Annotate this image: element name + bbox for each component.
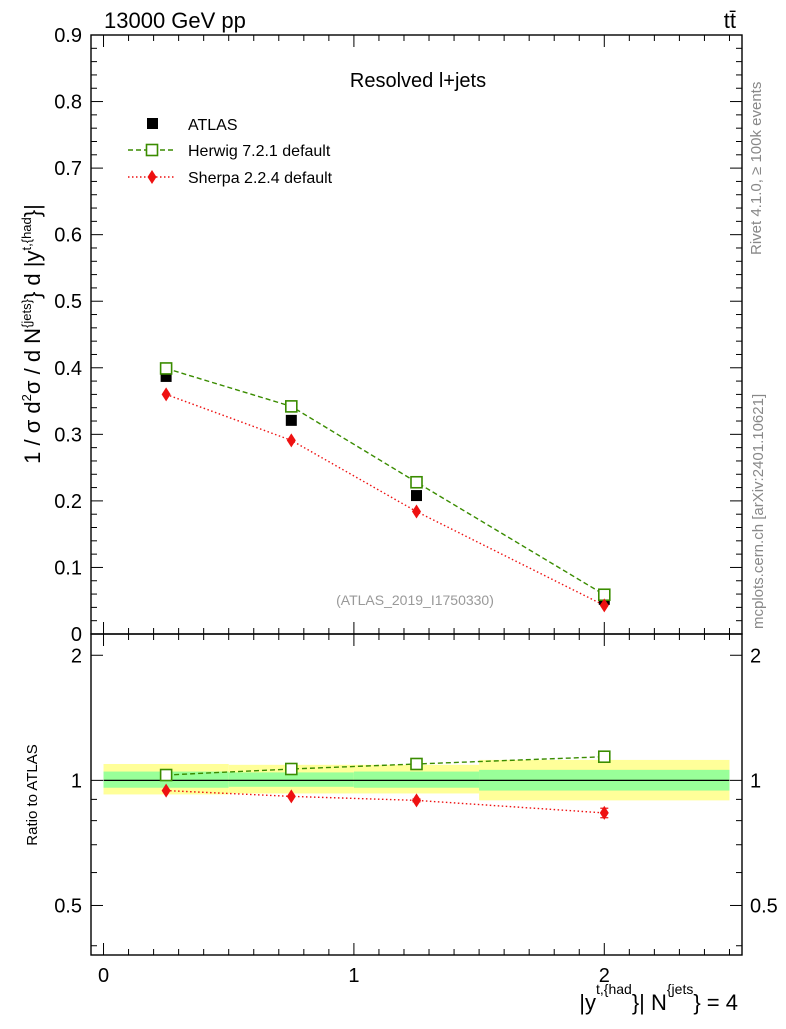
- ratio-band-inner: [228, 772, 354, 787]
- y-axis-label-mid2: } d |y: [20, 250, 45, 299]
- rivet-label: Rivet 4.1.0, ≥ 100k events: [748, 82, 765, 255]
- sherpa-ratio-line: [166, 789, 605, 814]
- x-axis-label-sup1: t,{had: [596, 981, 632, 997]
- legend-sherpa-label: Sherpa 2.2.4 default: [188, 170, 333, 187]
- atlas-data-point: [285, 414, 297, 426]
- x-axis-label-end: } = 4: [693, 990, 738, 1015]
- herwig-main-point: [159, 362, 173, 375]
- header-right: tt̄: [724, 8, 736, 33]
- y-tick-label: 0.5: [54, 291, 82, 313]
- atlas-data-point: [160, 370, 172, 382]
- x-axis-label-sup2: {jets: [667, 981, 693, 997]
- y-axis-label-end: }|: [20, 204, 45, 217]
- legend: ATLAS Herwig 7.2.1 default Sherpa 2.2.4 …: [128, 117, 333, 187]
- x-tick-label: 0: [98, 965, 109, 987]
- legend-sherpa-marker: [147, 170, 157, 184]
- sherpa-ratio-point: [412, 793, 421, 808]
- y-axis-label-prefix: 1 / σ d: [20, 401, 45, 464]
- y-axis-label-sup3: t,{had: [19, 217, 34, 250]
- herwig-ratio-point: [410, 757, 423, 771]
- y-tick-label-zero: 0: [71, 624, 82, 646]
- x-tick-label: 2: [599, 965, 610, 987]
- y-tick-label: 0.1: [54, 557, 82, 579]
- y-tick-label: 0.7: [54, 158, 82, 180]
- herwig-main-point: [410, 475, 423, 489]
- x-axis-label-prefix: |y: [579, 990, 596, 1015]
- legend-atlas-label: ATLAS: [188, 117, 238, 134]
- ratio-y-tick-label-right: 1: [750, 770, 761, 792]
- ratio-y-tick-label: 1: [71, 770, 82, 792]
- markers: [159, 362, 611, 820]
- sherpa-main-point: [599, 598, 609, 613]
- sherpa-ratio-point: [599, 805, 609, 820]
- y-tick-label: 0.2: [54, 491, 82, 513]
- herwig-main-line: [165, 367, 605, 596]
- herwig-ratio-point: [159, 768, 173, 782]
- sherpa-main-point: [161, 387, 171, 402]
- y-axis-label-mid1: σ / d N: [20, 328, 45, 394]
- series-lines: [165, 367, 605, 814]
- herwig-main-point: [285, 400, 298, 413]
- herwig-ratio-point: [285, 762, 298, 776]
- legend-herwig-marker: [145, 143, 159, 157]
- y-axis-label-sup2: {jets}: [19, 298, 34, 328]
- herwig-ratio-point: [597, 750, 611, 764]
- y-tick-label: 0.8: [54, 92, 82, 114]
- ratio-band-inner: [353, 771, 480, 788]
- ratio-plot-frame: [90, 633, 743, 956]
- chart-title: Resolved l+jets: [350, 70, 486, 92]
- mcplots-label: mcplots.cern.ch [arXiv:2401.10621]: [750, 394, 767, 629]
- ratio-y-tick-label-right: 2: [750, 645, 761, 667]
- y-axis-label: 1 / σ d2σ / d N{jets}} d |yt,{had}|: [19, 204, 45, 464]
- ratio-y-tick-label-right: 0.5: [750, 895, 778, 917]
- legend-herwig-label: Herwig 7.2.1 default: [188, 143, 331, 160]
- x-axis-label: |yt,{had}| N{jets} = 4: [579, 981, 738, 1015]
- sherpa-ratio-point: [286, 789, 296, 804]
- sherpa-main-point: [412, 504, 421, 519]
- atlas-data-point: [411, 490, 422, 502]
- y-tick-label: 0.9: [54, 25, 82, 47]
- ratio-y-axis-label: Ratio to ATLAS: [24, 744, 41, 845]
- sherpa-main-line: [165, 393, 605, 607]
- ratio-y-tick-label: 0.5: [54, 895, 82, 917]
- legend-atlas-marker: [147, 118, 158, 129]
- sherpa-main-point: [286, 433, 296, 448]
- y-axis-label-sup1: 2: [19, 394, 34, 401]
- y-tick-label: 0.3: [54, 424, 82, 446]
- x-tick-label: 1: [348, 965, 359, 987]
- y-tick-label: 0.6: [54, 225, 82, 247]
- sherpa-ratio-point: [161, 783, 171, 798]
- y-tick-label: 0.4: [54, 358, 82, 380]
- header-left: 13000 GeV pp: [104, 8, 246, 33]
- ratio-y-tick-label: 2: [71, 645, 82, 667]
- x-axis-label-mid: }| N: [632, 990, 667, 1015]
- analysis-id: (ATLAS_2019_I1750330): [336, 592, 494, 608]
- axes: 0 1 2 0.1 0.2 0.3 0.4 0.5 0.6 0.7 0.8 0.9 0 0.5 0.5 1 1 2…: [54, 25, 778, 987]
- herwig-ratio-line: [166, 756, 605, 776]
